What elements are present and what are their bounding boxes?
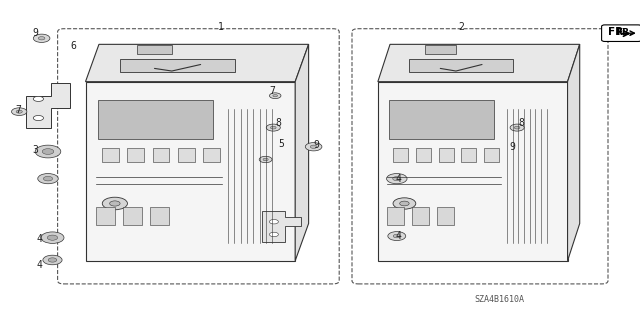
Circle shape	[310, 145, 317, 148]
Circle shape	[263, 158, 268, 161]
Bar	[150, 207, 170, 225]
Text: 4: 4	[36, 260, 43, 270]
Polygon shape	[378, 44, 580, 82]
Text: 8: 8	[518, 118, 525, 128]
Bar	[178, 148, 195, 162]
Bar	[102, 148, 119, 162]
Bar	[409, 59, 513, 72]
Circle shape	[33, 96, 44, 101]
Text: 1: 1	[218, 22, 224, 32]
Bar	[98, 100, 213, 139]
Bar	[127, 148, 144, 162]
Circle shape	[33, 34, 50, 42]
Circle shape	[271, 126, 276, 129]
Circle shape	[266, 124, 280, 131]
Circle shape	[515, 126, 520, 129]
Bar	[412, 207, 429, 225]
Text: 9: 9	[314, 140, 320, 150]
Bar	[137, 46, 172, 54]
Circle shape	[47, 235, 58, 240]
Bar	[416, 148, 431, 162]
Circle shape	[41, 232, 64, 243]
Circle shape	[393, 234, 401, 238]
Bar	[436, 207, 454, 225]
Bar	[438, 148, 454, 162]
Text: 5: 5	[278, 138, 285, 149]
Bar	[393, 148, 408, 162]
Circle shape	[12, 108, 27, 115]
Circle shape	[48, 258, 57, 262]
Bar	[389, 100, 493, 139]
Bar	[424, 46, 456, 54]
Circle shape	[305, 143, 322, 151]
Polygon shape	[295, 44, 308, 261]
Text: 4: 4	[395, 174, 401, 184]
Polygon shape	[378, 82, 568, 261]
Bar	[120, 59, 236, 72]
Bar	[96, 207, 115, 225]
Circle shape	[387, 174, 407, 184]
Circle shape	[42, 149, 54, 154]
Circle shape	[388, 232, 406, 241]
Polygon shape	[26, 83, 70, 128]
Circle shape	[44, 176, 52, 181]
Polygon shape	[86, 82, 295, 261]
Text: 6: 6	[70, 41, 77, 51]
Text: 9: 9	[509, 142, 515, 152]
Circle shape	[269, 219, 278, 224]
Text: 4: 4	[395, 231, 401, 241]
Circle shape	[102, 197, 127, 210]
Text: FR.: FR.	[608, 27, 627, 37]
Bar	[124, 207, 142, 225]
Circle shape	[393, 177, 401, 181]
Bar	[387, 207, 404, 225]
Bar	[484, 148, 499, 162]
Circle shape	[269, 93, 281, 99]
Circle shape	[35, 145, 61, 158]
Polygon shape	[568, 44, 580, 261]
Text: 4: 4	[36, 234, 43, 244]
Circle shape	[259, 156, 272, 163]
Circle shape	[269, 232, 278, 237]
Circle shape	[109, 201, 120, 206]
Circle shape	[510, 124, 524, 131]
Polygon shape	[262, 211, 301, 242]
Circle shape	[43, 255, 62, 265]
Circle shape	[38, 37, 45, 40]
Text: 9: 9	[32, 28, 38, 39]
Text: 7: 7	[15, 105, 21, 115]
Circle shape	[16, 110, 22, 113]
Polygon shape	[86, 44, 308, 82]
Circle shape	[38, 174, 58, 184]
Text: 2: 2	[458, 22, 464, 32]
Circle shape	[33, 115, 44, 121]
Text: 3: 3	[32, 145, 38, 155]
Circle shape	[399, 201, 409, 206]
Text: FR.: FR.	[616, 28, 632, 37]
Text: 8: 8	[275, 118, 282, 128]
Bar	[461, 148, 477, 162]
Circle shape	[273, 94, 278, 97]
Bar	[152, 148, 170, 162]
Circle shape	[393, 198, 416, 209]
FancyBboxPatch shape	[602, 25, 640, 41]
Bar	[203, 148, 220, 162]
Text: 7: 7	[269, 86, 275, 96]
Text: SZA4B1610A: SZA4B1610A	[474, 295, 524, 304]
